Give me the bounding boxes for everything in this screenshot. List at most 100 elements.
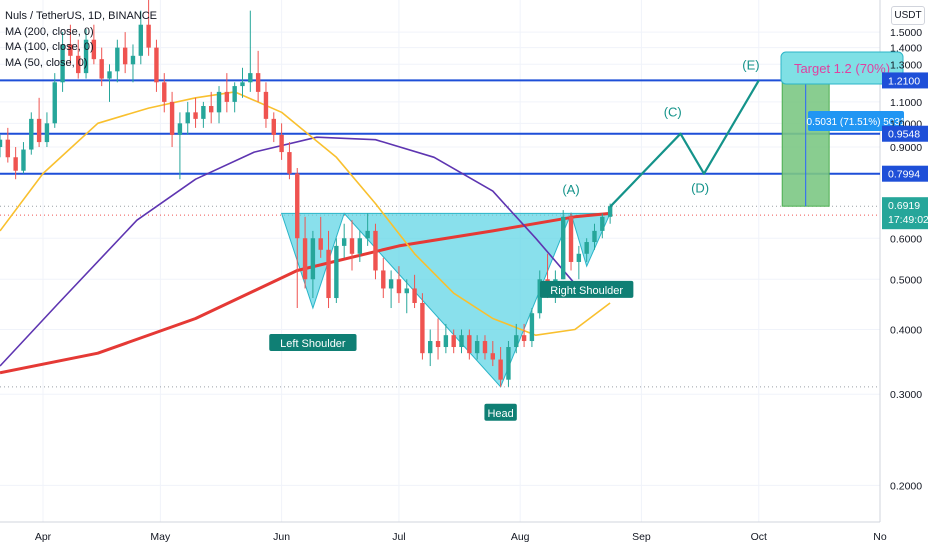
- candle-body: [107, 71, 112, 79]
- candle-body: [255, 73, 261, 92]
- candle-body: [428, 341, 433, 354]
- candle-body: [193, 112, 198, 119]
- candle-body: [302, 238, 308, 280]
- candle-body: [451, 335, 456, 348]
- candle-body: [498, 359, 503, 380]
- candle-body: [29, 118, 34, 150]
- candle-body: [310, 238, 316, 280]
- level-price-tag-text: 1.2100: [888, 75, 920, 87]
- time-tick-label: Sep: [632, 531, 651, 543]
- candle-body: [5, 139, 11, 158]
- current-price-text: 0.6919: [888, 200, 920, 212]
- wave-label: (D): [691, 181, 709, 196]
- candle-body: [122, 47, 128, 65]
- target-measure-box: [808, 111, 904, 131]
- candle-body: [263, 91, 269, 119]
- candle-body: [584, 242, 589, 254]
- candle-body: [561, 216, 566, 280]
- candle-body: [0, 139, 3, 148]
- candle-body: [341, 238, 347, 246]
- pattern-label-text: Left Shoulder: [280, 338, 346, 350]
- wave-label: (A): [562, 182, 579, 197]
- time-tick-label: Jul: [392, 531, 405, 543]
- wave-label: (E): [742, 58, 759, 73]
- candle-body: [232, 86, 237, 102]
- candle-body: [474, 341, 480, 354]
- price-tick-label: 1.3000: [890, 59, 922, 71]
- level-price-tag-text: 0.9548: [888, 129, 920, 141]
- candle-body: [568, 216, 574, 262]
- price-tick-label: 0.9000: [890, 142, 922, 154]
- level-price-tag: [882, 165, 928, 182]
- candle-body: [201, 106, 206, 119]
- candle-body: [482, 341, 488, 354]
- currency-badge[interactable]: USDT: [891, 6, 925, 25]
- candle-body: [76, 55, 81, 74]
- candle-body: [13, 157, 18, 171]
- projection-path: [609, 79, 760, 208]
- candle-body: [326, 249, 331, 299]
- pattern-label-text: Head: [487, 408, 513, 420]
- candle-body: [68, 44, 73, 56]
- candle-body: [467, 335, 472, 354]
- time-tick-label: No: [873, 531, 887, 543]
- pattern-label-text: Right Shoulder: [550, 285, 623, 297]
- level-price-tag-text: 0.7994: [888, 169, 920, 181]
- time-tick-label: Jun: [273, 531, 290, 543]
- price-tick-label: 1.0000: [890, 118, 922, 130]
- candle-body: [52, 82, 57, 124]
- price-tick-label: 1.1000: [890, 97, 922, 109]
- candle-body: [381, 270, 386, 289]
- time-tick-label: Aug: [511, 531, 530, 543]
- target-callout-box: [780, 51, 904, 85]
- candle-body: [138, 24, 143, 56]
- candle-body: [224, 91, 230, 102]
- candle-body: [271, 118, 276, 135]
- candle-body: [459, 335, 464, 348]
- candle-body: [529, 313, 535, 342]
- candle-body: [83, 39, 89, 74]
- candle-body: [209, 106, 214, 113]
- candle-body: [279, 134, 284, 153]
- target-measure-text: 0.5031 (71.51%) 5031: [807, 117, 906, 128]
- candle-body: [373, 230, 378, 271]
- current-price-tag: [882, 197, 928, 230]
- candle-body: [154, 47, 159, 83]
- candle-body: [146, 24, 151, 48]
- candle-body: [435, 341, 441, 348]
- price-tick-label: 0.5000: [890, 274, 922, 286]
- level-price-tag: [882, 72, 928, 89]
- legend-ma50[interactable]: MA (50, close, 0): [5, 56, 88, 69]
- pattern-label-box: [539, 280, 634, 298]
- candle-body: [506, 347, 511, 380]
- legend-ma100[interactable]: MA (100, close, 0): [5, 41, 94, 53]
- candle-body: [91, 39, 97, 60]
- candle-body: [514, 335, 519, 348]
- candle-body: [115, 47, 120, 72]
- time-tick-label: Oct: [751, 531, 767, 543]
- level-price-tag: [882, 125, 928, 142]
- inverse-head-shoulders-pattern: [280, 211, 611, 388]
- time-tick-label: May: [150, 531, 171, 543]
- candle-body: [21, 149, 26, 171]
- candle-body: [334, 245, 339, 299]
- candle-body: [216, 91, 222, 113]
- candle-body: [490, 353, 495, 360]
- countdown-text: 17:49:02: [888, 214, 929, 226]
- candle-body: [537, 279, 542, 314]
- price-tick-label: 1.4000: [890, 43, 922, 55]
- time-tick-label: Apr: [35, 531, 52, 543]
- candle-body: [388, 279, 394, 289]
- moving-average-line-100: [0, 136, 611, 367]
- target-callout-text: Target 1.2 (70%): [794, 61, 890, 76]
- price-tick-label: 0.6000: [890, 233, 922, 245]
- candle-body: [592, 230, 597, 243]
- chart-legend: Nuls / TetherUS, 1D, BINANCE MA (200, cl…: [5, 9, 157, 71]
- candle-body: [177, 123, 183, 135]
- legend-ma200[interactable]: MA (200, close, 0): [5, 25, 94, 38]
- candle-body: [412, 288, 417, 303]
- time-axis: Apr May Jun Jul Aug Sep Oct No: [35, 531, 887, 543]
- price-tick-label: 1.5000: [890, 27, 922, 39]
